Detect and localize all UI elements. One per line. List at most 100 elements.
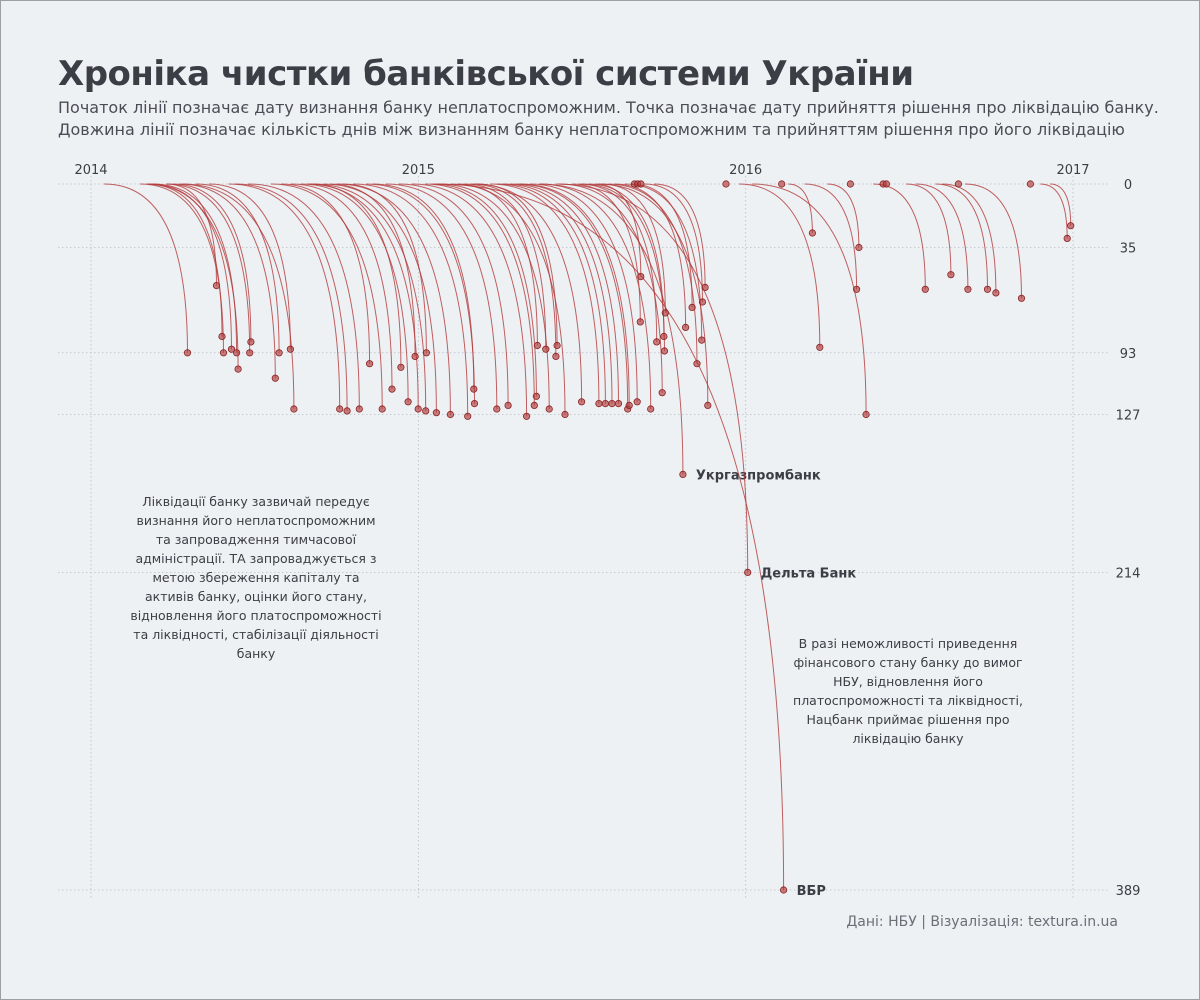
liquidation-point xyxy=(212,281,221,290)
liquidation-point xyxy=(614,399,623,408)
bank-line xyxy=(306,183,419,410)
liquidation-point xyxy=(545,405,553,413)
bank-line xyxy=(496,183,606,404)
bank-line xyxy=(166,183,217,286)
bank-line xyxy=(166,183,251,353)
liquidation-point xyxy=(414,405,422,413)
bank-line xyxy=(437,183,550,410)
bank-label: Дельта Банк xyxy=(761,566,857,581)
liquidation-point xyxy=(661,309,669,317)
liquidation-point xyxy=(808,229,817,237)
liquidation-point xyxy=(522,412,531,420)
liquidation-point xyxy=(432,409,440,417)
liquidation-point xyxy=(355,405,363,413)
annotation-temporary-administration: Ліквідації банку зазвичай передує визнан… xyxy=(130,494,382,661)
chart-title: Хроніка чистки банківської системи Украї… xyxy=(58,54,914,94)
bank-line xyxy=(509,183,619,404)
liquidation-point xyxy=(744,568,752,577)
bank-line xyxy=(555,183,749,573)
liquidation-point xyxy=(681,323,690,331)
liquidation-point xyxy=(633,398,641,406)
liquidation-point xyxy=(778,180,786,188)
bank-line xyxy=(601,183,666,313)
liquidation-point xyxy=(275,349,283,357)
liquidation-point xyxy=(218,332,226,341)
bank-line xyxy=(804,183,858,290)
y-tick-label: 93 xyxy=(1120,347,1137,362)
liquidation-point xyxy=(577,398,586,406)
liquidation-point xyxy=(660,332,668,341)
bank-line xyxy=(1040,183,1068,239)
liquidation-point xyxy=(446,410,454,419)
bank-line xyxy=(559,183,663,393)
liquidation-point xyxy=(234,365,242,373)
bank-line xyxy=(329,183,416,357)
liquidation-point xyxy=(470,399,479,408)
liquidation-point xyxy=(846,180,855,188)
bank-line xyxy=(519,183,630,406)
bank-line xyxy=(739,183,821,348)
liquidation-point xyxy=(422,349,430,357)
liquidation-point xyxy=(698,336,706,344)
bank-label: Укргазпромбанк xyxy=(696,468,821,483)
bank-label: ВБР xyxy=(797,884,826,899)
liquidation-point xyxy=(343,407,351,415)
liquidation-point xyxy=(653,338,661,346)
liquidation-point xyxy=(464,412,472,420)
liquidation-point xyxy=(532,392,541,400)
liquidation-point xyxy=(862,410,870,419)
bank-line xyxy=(588,183,665,337)
liquidation-point xyxy=(530,401,538,409)
liquidation-point xyxy=(493,405,501,413)
bank-line xyxy=(470,183,557,357)
bank-line xyxy=(313,183,427,411)
bank-line xyxy=(598,183,709,406)
liquidation-point xyxy=(286,345,294,353)
liquidation-point xyxy=(470,385,478,393)
bank-line xyxy=(1050,183,1072,226)
liquidation-point xyxy=(698,298,707,306)
bank-line xyxy=(614,183,687,328)
liquidation-point xyxy=(608,399,616,408)
bank-line xyxy=(788,183,813,234)
liquidation-point xyxy=(336,405,344,413)
liquidation-point xyxy=(625,401,633,409)
liquidation-point xyxy=(1063,234,1071,242)
bank-line xyxy=(336,183,451,415)
liquidation-point xyxy=(1026,180,1035,188)
bank-line xyxy=(385,183,498,410)
bank-line xyxy=(424,183,535,406)
x-tick-label: 2016 xyxy=(729,163,762,178)
bank-line xyxy=(182,183,295,410)
liquidation-point xyxy=(542,345,550,353)
bank-line xyxy=(280,183,371,364)
y-tick-label: 35 xyxy=(1120,242,1137,257)
liquidation-point xyxy=(779,886,788,894)
bank-line xyxy=(964,183,1022,299)
bank-line xyxy=(149,183,232,350)
bank-line xyxy=(434,183,785,891)
liquidation-point xyxy=(290,405,298,413)
bank-line xyxy=(234,183,348,411)
bank-line xyxy=(451,183,566,415)
bank-line xyxy=(539,183,652,410)
subtitle-line-1: Початок лінії позначає дату визнання бан… xyxy=(58,98,1159,117)
liquidation-point xyxy=(378,405,386,413)
bank-line xyxy=(915,183,969,290)
x-tick-label: 2017 xyxy=(1056,163,1089,178)
liquidation-point xyxy=(964,285,972,293)
bank-line xyxy=(464,183,547,350)
liquidation-point xyxy=(247,338,255,346)
bank-line xyxy=(352,183,469,417)
bank-line xyxy=(516,183,629,410)
bank-line xyxy=(503,183,613,404)
bank-line xyxy=(372,183,475,390)
liquidation-point xyxy=(552,352,560,360)
liquidation-point xyxy=(693,360,701,368)
liquidation-point xyxy=(246,349,254,357)
bank-line xyxy=(290,183,393,390)
bank-line xyxy=(172,183,252,342)
bank-line xyxy=(827,183,860,248)
liquidation-point xyxy=(983,285,992,293)
